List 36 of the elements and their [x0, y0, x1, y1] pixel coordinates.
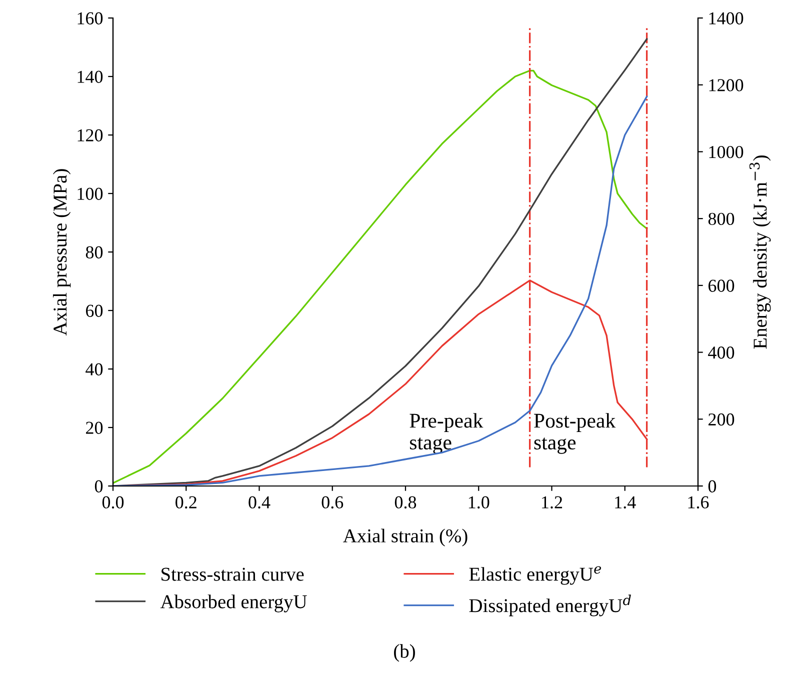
legend-label: Elastic energyU$^{e}$	[469, 566, 602, 585]
y-tick-label: 160	[78, 12, 103, 24]
text: (b)	[394, 644, 415, 662]
y2-axis-title: Energy density (kJ·m$^{−3}$)	[749, 156, 771, 349]
y2-tick-label: 1200	[709, 79, 744, 92]
y-tick-label: 100	[78, 188, 103, 200]
y-tick-label: 120	[78, 129, 103, 142]
y-tick-label: 80	[86, 246, 103, 258]
x-tick-label: 0.0	[102, 496, 124, 509]
x-tick-label: 0.6	[322, 496, 344, 509]
x-tick-label: 1.6	[688, 496, 709, 509]
x-tick-label: 1.4	[615, 496, 636, 509]
y2-tick-label: 400	[708, 346, 734, 359]
x-tick-label: 0.8	[394, 496, 416, 509]
x-tick-label: 0.2	[176, 496, 196, 509]
y-tick-label: 0	[94, 480, 103, 492]
x-tick-label: 1.2	[542, 496, 562, 509]
x-axis-title: Axial strain (%)	[343, 528, 468, 546]
legend-label: Stress-strain curve	[162, 568, 304, 581]
legend-label: Dissipated energyU$^{d}$	[469, 594, 631, 616]
y2-tick-label: 600	[708, 280, 734, 292]
legend-label: Absorbed energyU	[160, 594, 307, 612]
x-tick-label: 1.0	[468, 496, 490, 509]
y-tick-label: 20	[86, 422, 103, 434]
annotation: Post-peak stage	[534, 413, 616, 454]
y2-tick-label: 1400	[709, 12, 744, 24]
y-tick-label: 40	[86, 363, 103, 376]
annotation: Pre-peak stage	[410, 413, 484, 454]
x-tick-label: 0.4	[248, 496, 270, 509]
y2-tick-label: 1000	[709, 146, 744, 158]
y2-tick-label: 0	[708, 480, 716, 492]
y2-tick-label: 200	[708, 413, 734, 426]
y-tick-label: 140	[78, 70, 103, 83]
y-axis-title: Axial pressure (MPa)	[53, 169, 71, 336]
y2-tick-label: 800	[708, 212, 734, 226]
y-tick-label: 60	[86, 304, 103, 317]
